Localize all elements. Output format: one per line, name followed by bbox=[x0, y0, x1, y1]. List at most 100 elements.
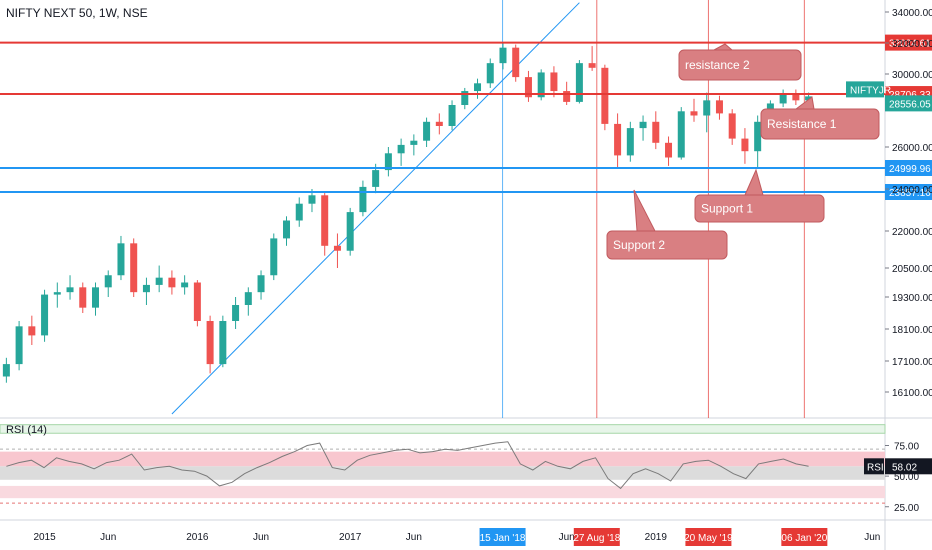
candle-body bbox=[15, 326, 23, 365]
candle-body bbox=[435, 121, 443, 126]
candle-body bbox=[130, 243, 138, 293]
candle-body bbox=[283, 220, 291, 239]
candle-body bbox=[219, 321, 227, 365]
x-highlight-label: 15 Jan '18 bbox=[480, 533, 526, 544]
symbol-tag-bg bbox=[846, 81, 884, 98]
y-tick-label: 26000.00 bbox=[892, 143, 932, 154]
rsi-title: RSI (14) bbox=[6, 424, 47, 436]
candle-body bbox=[805, 96, 813, 101]
x-highlight-label-bg bbox=[573, 528, 620, 546]
rsi-lower-band bbox=[0, 485, 885, 499]
y-tick-label: 18100.00 bbox=[892, 325, 932, 336]
callout-pointer bbox=[744, 168, 764, 196]
price-line-label-bg bbox=[885, 183, 932, 200]
x-tick-label: Jun bbox=[864, 532, 880, 543]
current-price-label: 28556.05 bbox=[889, 99, 931, 110]
candle-body bbox=[333, 245, 341, 251]
rsi-tag-bg bbox=[864, 458, 884, 475]
candle-body bbox=[359, 186, 367, 213]
candle-body bbox=[461, 91, 469, 105]
candle-body bbox=[2, 364, 10, 377]
candle-body bbox=[308, 195, 316, 204]
price-line-label: 24999.96 bbox=[889, 164, 931, 175]
price-line-label-bg bbox=[885, 34, 932, 51]
rsi-tag: RSI bbox=[867, 462, 884, 473]
candle-body bbox=[690, 111, 698, 116]
candle-body bbox=[79, 287, 87, 308]
y-tick-label: 16100.00 bbox=[892, 388, 932, 399]
candle-body bbox=[512, 47, 520, 78]
candle-body bbox=[117, 243, 125, 276]
y-tick-label: 19300.00 bbox=[892, 293, 932, 304]
y-tick-label: 30000.00 bbox=[892, 70, 932, 81]
candle-body bbox=[181, 282, 189, 288]
candle-body bbox=[626, 128, 634, 156]
candle-body bbox=[53, 292, 61, 295]
y-tick-label: 34000.00 bbox=[892, 8, 932, 19]
candle-body bbox=[639, 121, 647, 129]
price-line-label: 32024.61 bbox=[889, 39, 931, 50]
x-tick-label: 2015 bbox=[33, 532, 56, 543]
rsi-y-tick-label: 50.00 bbox=[894, 472, 919, 483]
candle-body bbox=[665, 142, 673, 158]
x-highlight-label: 20 May '19 bbox=[684, 533, 733, 544]
candle-body bbox=[601, 67, 609, 124]
candle-body bbox=[715, 100, 723, 114]
candle-body bbox=[703, 100, 711, 116]
candle-body bbox=[28, 326, 36, 336]
candle-body bbox=[410, 140, 418, 145]
candle-body bbox=[92, 287, 100, 308]
candle-body bbox=[474, 83, 482, 92]
callout-box bbox=[606, 230, 728, 260]
candle-body bbox=[486, 63, 494, 84]
callout-text: resistance 2 bbox=[685, 58, 750, 72]
x-highlight-label-bg bbox=[479, 528, 526, 546]
callout-box bbox=[760, 108, 880, 140]
rsi-current-label-bg bbox=[885, 458, 932, 475]
callout-text: Resistance 1 bbox=[767, 117, 837, 131]
x-tick-label: 2019 bbox=[645, 532, 668, 543]
candle-body bbox=[524, 77, 532, 98]
candle-body bbox=[397, 144, 405, 154]
y-tick-label: 17100.00 bbox=[892, 357, 932, 368]
candle-body bbox=[270, 238, 278, 276]
candle-body bbox=[499, 47, 507, 64]
candle-body bbox=[537, 72, 545, 98]
x-highlight-label: 06 Jan '20 bbox=[781, 533, 827, 544]
chart-title: NIFTY NEXT 50, 1W, NSE bbox=[6, 6, 148, 20]
candle-body bbox=[792, 94, 800, 101]
x-tick-label: Jun bbox=[253, 532, 269, 543]
y-tick-label: 22000.00 bbox=[892, 227, 932, 238]
candle-body bbox=[652, 121, 660, 143]
candle-body bbox=[321, 195, 329, 246]
x-tick-label: Jun bbox=[100, 532, 116, 543]
symbol-tag: NIFTYJR bbox=[850, 85, 891, 96]
candle-body bbox=[244, 292, 252, 305]
candle-body bbox=[41, 294, 49, 336]
candle-body bbox=[155, 277, 163, 285]
x-tick-label: Jun bbox=[406, 532, 422, 543]
x-tick-label: Jun bbox=[559, 532, 575, 543]
candle-body bbox=[66, 287, 74, 293]
rsi-pane: 75.00 50.00 25.00 RSI 58.02 bbox=[0, 424, 932, 514]
callout-text: Support 2 bbox=[613, 238, 665, 252]
callout-box bbox=[694, 194, 825, 223]
current-price-label-bg bbox=[885, 95, 932, 112]
candle-body bbox=[193, 282, 201, 321]
candle-body bbox=[232, 305, 240, 321]
callout-text: Support 1 bbox=[701, 202, 753, 216]
candle-body bbox=[423, 121, 431, 141]
candle-body bbox=[448, 105, 456, 126]
candle-body bbox=[142, 284, 150, 293]
x-highlight-label: 27 Aug '18 bbox=[573, 533, 620, 544]
candle-body bbox=[295, 203, 303, 221]
candle-body bbox=[257, 275, 265, 293]
trendline bbox=[171, 2, 580, 415]
x-tick-label: 2017 bbox=[339, 532, 362, 543]
callout-pointer bbox=[633, 189, 656, 232]
candle-body bbox=[677, 111, 685, 158]
rsi-middle-band bbox=[0, 466, 885, 480]
rsi-upper-band bbox=[0, 451, 885, 467]
